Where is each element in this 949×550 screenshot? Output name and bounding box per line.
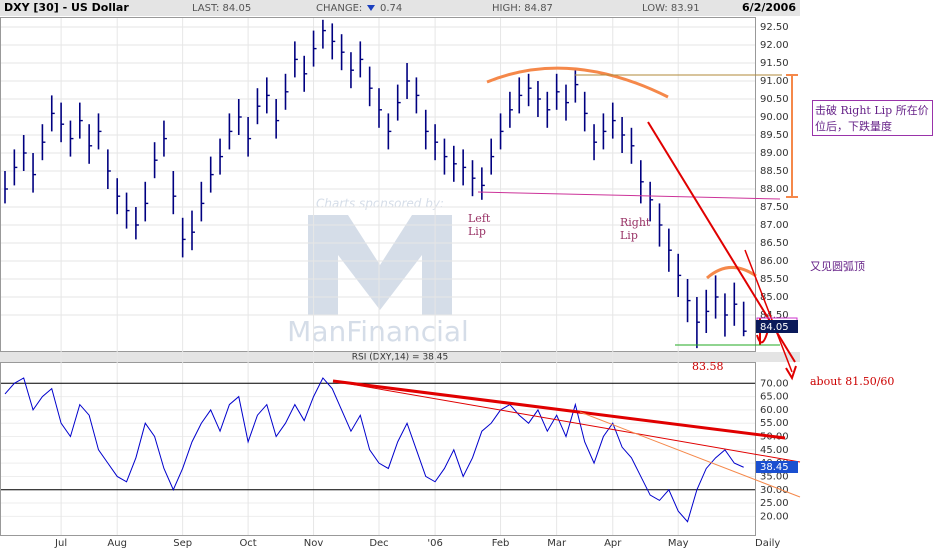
y-tick-label: 90.00	[760, 112, 789, 123]
y-tick-label: 30.00	[760, 485, 789, 496]
x-tick-label: Oct	[239, 538, 256, 549]
header-last: LAST: 84.05	[192, 3, 251, 14]
x-tick-label: Dec	[369, 538, 388, 549]
y-tick-label: 20.00	[760, 511, 789, 522]
header-change-label: CHANGE:	[316, 3, 362, 14]
y-tick-label: 35.00	[760, 471, 789, 482]
marks: 84.50 85.00 85.50 86.00 86.50 87.00 87.50 88.00…	[1, 18, 789, 549]
small-arc	[706, 266, 757, 280]
header-title: DXY [30] - US Dollar	[4, 1, 129, 14]
x-tick-label: May	[668, 538, 689, 549]
low-note: 83.58	[692, 360, 724, 373]
y-tick-label: 86.50	[760, 238, 789, 249]
y-tick-label: 60.00	[760, 405, 789, 416]
header-date: 6/2/2006	[742, 1, 796, 14]
header-change: 0.74	[380, 3, 402, 14]
y-tick-label: 70.00	[760, 378, 789, 389]
y-tick-label: 92.00	[760, 40, 789, 51]
y-tick-label: 89.50	[760, 130, 789, 141]
header-bar	[0, 0, 800, 16]
measure-bracket	[786, 74, 798, 198]
rsi-last-label: 38.45	[760, 462, 789, 473]
y-tick-label: 87.50	[760, 202, 789, 213]
target-arrow	[785, 365, 797, 381]
x-tick-label: '06	[427, 538, 442, 549]
y-tick-label: 85.00	[760, 292, 789, 303]
down-arrow	[367, 5, 375, 11]
x-tick-label: Aug	[107, 538, 127, 549]
y-tick-label: 89.00	[760, 148, 789, 159]
y-tick-label: 87.00	[760, 220, 789, 231]
right-lip-note: Right Lip	[620, 216, 651, 242]
rsi-title: RSI (DXY,14) = 38.45	[352, 353, 448, 363]
y-tick-label: 90.50	[760, 94, 789, 105]
target-note: about 81.50/60	[810, 375, 895, 388]
y-tick-label: 88.50	[760, 166, 789, 177]
watermark-text: Charts sponsored by:	[316, 197, 444, 211]
rsi-frame	[0, 362, 756, 536]
y-tick-label: 25.00	[760, 498, 789, 509]
neck-line	[477, 191, 781, 200]
watermark-logo	[308, 215, 452, 315]
x-tick-label: Mar	[547, 538, 567, 549]
x-tick-label: Sep	[173, 538, 192, 549]
rsi-last-box	[756, 461, 798, 473]
header-high: HIGH: 84.87	[492, 3, 553, 14]
watermark: Charts sponsored by: ManFinancial	[287, 197, 469, 349]
header-low: LOW: 83.91	[642, 3, 700, 14]
x-tick-label: Jul	[54, 538, 67, 549]
x-tick-label: Feb	[492, 538, 510, 549]
rsi-line	[4, 377, 744, 523]
last-label: 84.05	[760, 322, 789, 333]
y-tick-label: 65.00	[760, 392, 789, 403]
y-tick-label: 45.00	[760, 445, 789, 456]
rsi-trend	[332, 379, 786, 440]
y-tick-label: 92.50	[760, 22, 789, 33]
down-trend-2	[744, 249, 793, 373]
x-tick-label: Apr	[604, 538, 622, 549]
annotation-drawings	[332, 66, 801, 498]
y-tick-label: 91.00	[760, 76, 789, 87]
round-top-arc	[486, 66, 669, 99]
x-period: Daily	[755, 538, 780, 549]
x-tick-label: Nov	[304, 538, 324, 549]
y-tick-label: 86.00	[760, 256, 789, 267]
y-tick-label: 91.50	[760, 58, 789, 69]
rsi-trend-3	[579, 411, 801, 498]
left-lip-note: Left Lip	[468, 212, 491, 238]
round-top-note: 又见圆弧顶	[810, 260, 865, 273]
rsi-title-bar	[0, 352, 800, 362]
y-tick-label: 88.00	[760, 184, 789, 195]
rsi-trend-2	[332, 380, 801, 463]
watermark-brand: ManFinancial	[287, 315, 469, 348]
last-box	[756, 320, 798, 333]
break-note: 击破 Right Lip 所在价位后，下跌量度	[812, 100, 933, 136]
y-tick-label: 55.00	[760, 418, 789, 429]
y-tick-label: 85.50	[760, 274, 789, 285]
price-frame	[0, 17, 756, 352]
y-tick-label: 84.50	[760, 310, 789, 321]
